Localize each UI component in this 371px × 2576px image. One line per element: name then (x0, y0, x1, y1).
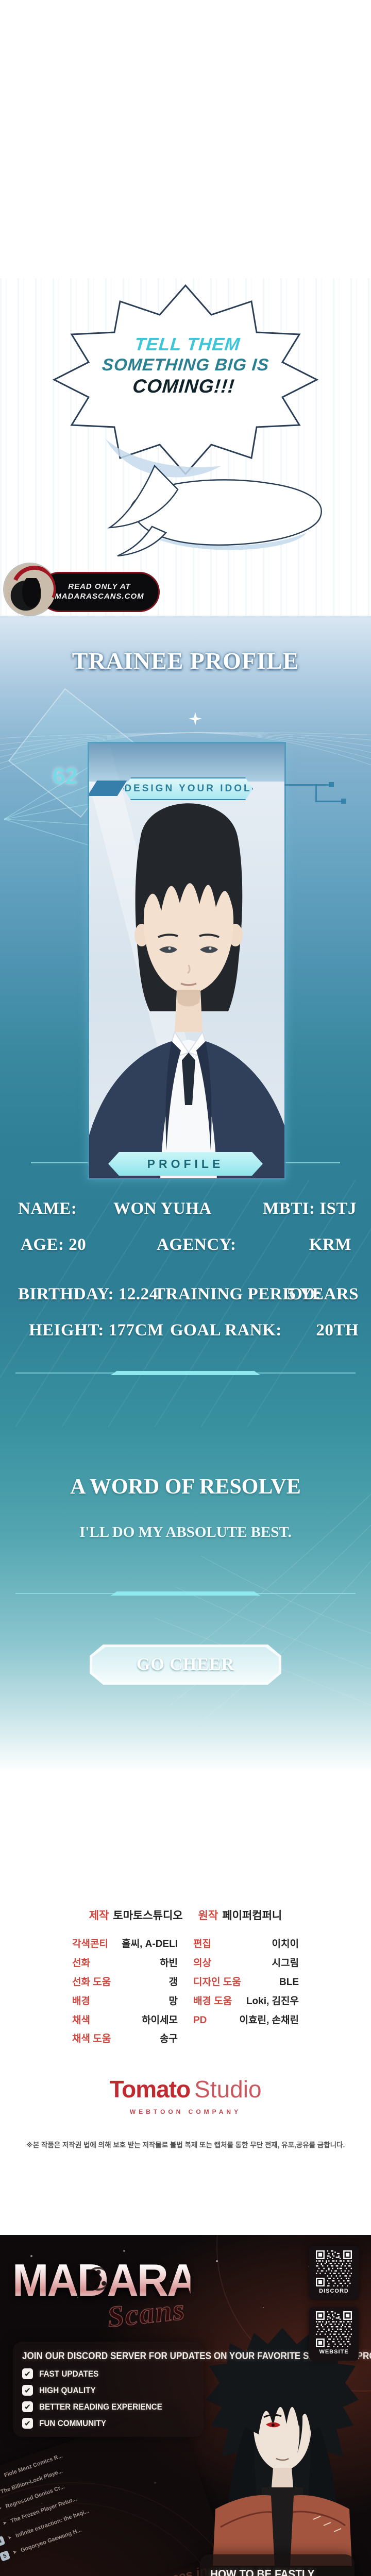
checkbox-icon: ✔ (22, 2418, 33, 2429)
character-portrait (89, 743, 284, 1178)
credit-row: 디자인 도움 BLE (193, 1976, 299, 1988)
original-label: 원작 (198, 1910, 218, 1922)
credit-row: 배경 망 (72, 1995, 178, 2007)
credit-row: 편집 이치이 (193, 1939, 299, 1950)
madara-character-art (206, 2328, 359, 2566)
go-cheer-label: GO CHEER (92, 1647, 279, 1682)
height-field: HEIGHT: 177CM (29, 1321, 164, 1340)
checklist-item: ✔ FUN COMMUNITY (22, 2418, 194, 2429)
qr-label: DISCORD (319, 2288, 349, 2294)
join-text: JOIN OUR DISCORD SERVER FOR UPDATES ON Y… (22, 2351, 371, 2362)
checklist-item: ✔ HIGH QUALITY (22, 2385, 194, 2396)
goal-label: GOAL RANK: (170, 1321, 282, 1340)
howto-panel: HOW TO BE FASTLY UPDATED ON YOUR SERIES?… (200, 2554, 355, 2576)
website-qr-code[interactable]: WEBSITE (309, 2307, 359, 2361)
profile-banner: PROFILE (108, 1152, 263, 1176)
howto-title: HOW TO BE FASTLY UPDATED ON YOUR SERIES? (210, 2567, 315, 2576)
studio-name-bold: Tomato (109, 2076, 191, 2103)
checkbox-icon: ✔ (22, 2401, 33, 2413)
go-cheer-button[interactable]: GO CHEER (90, 1645, 281, 1685)
credits-left-column: 각색콘티 홀씨, A-DELI 선화 하빈 선화 도움 갱 배경 망 채색 하이세모 채색… (72, 1939, 178, 2045)
qr-pattern-icon (316, 2311, 352, 2347)
credit-row: 각색콘티 홀씨, A-DELI (72, 1939, 178, 1950)
checkbox-icon: ✔ (22, 2385, 33, 2396)
page-title: TRAINEE PROFILE (72, 648, 299, 674)
tomato-studio-logo: Tomato Studio WEBTOON COMPANY (0, 2075, 371, 2115)
original-value: 페이퍼컴퍼니 (222, 1910, 282, 1922)
resolve-text: I'LL DO MY ABSOLUTE BEST. (79, 1524, 292, 1540)
credit-row: 채색 하이세모 (72, 2014, 178, 2026)
read-only-badge: READ ONLY AT MADARASCANS.COM (39, 572, 160, 612)
credit-row: 배경 도움 Loki, 김진우 (193, 1995, 299, 2007)
credits-right-column: 편집 이치이 의상 시그림 디자인 도움 BLE 배경 도움 Loki, 김진우 PD 이… (193, 1939, 299, 2045)
name-label: NAME: (18, 1199, 77, 1218)
credit-row: 선화 하빈 (72, 1957, 178, 1969)
badge-line-2: MADARASCANS.COM (55, 592, 144, 601)
discord-join-box: JOIN OUR DISCORD SERVER FOR UPDATES ON Y… (13, 2342, 371, 2437)
discord-qr-code[interactable]: DISCORD (309, 2246, 359, 2300)
resolve-title: A WORD OF RESOLVE (70, 1475, 301, 1499)
design-banner: DESIGN YOUR IDOL (123, 777, 253, 800)
credit-row: 선화 도움 갱 (72, 1976, 178, 1988)
credits-header: 제작 토마토스튜디오 원작 페이퍼컴퍼니 (72, 1907, 299, 1923)
credit-row: 의상 시그림 (193, 1957, 299, 1969)
goal-value: 20TH (316, 1321, 359, 1340)
speech-bubble-text: TELL THEM SOMETHING BIG IS COMING!!! (70, 334, 302, 398)
checklist-item: ✔ BETTER READING EXPERIENCE (22, 2401, 194, 2413)
agency-label: AGENCY: (157, 1235, 237, 1254)
copyright-notice: ※본 작품은 저작권 법에 의해 보호 받는 저작물로 불법 복제 또는 캡처를… (26, 2141, 345, 2149)
speech-line-3: COMING!!! (131, 376, 236, 397)
madara-avatar-icon (4, 564, 56, 615)
credit-row: 채색 도움 송구 (72, 2033, 178, 2045)
agency-value: KRM (309, 1235, 351, 1254)
section-divider (15, 1593, 356, 1594)
stars-decor (0, 2235, 1, 2236)
qr-pattern-icon (316, 2250, 352, 2286)
scanlation-footer: ➤Fiole Menz Comics R... 1➤The Billion-Lo… (0, 2235, 371, 2576)
production-label: 제작 (89, 1910, 109, 1922)
badge-line-1: READ ONLY AT (68, 582, 131, 591)
sharingan-icon (87, 2267, 110, 2291)
age-field: AGE: 20 (21, 1235, 87, 1254)
name-value: WON YUHA (113, 1199, 212, 1218)
birthday-field: BIRTHDAY: 12.24 (18, 1285, 158, 1303)
studio-subtitle: WEBTOON COMPANY (129, 2108, 242, 2115)
speech-bubble (52, 284, 322, 557)
production-value: 토마토스튜디오 (113, 1910, 183, 1922)
mbti-field: MBTI: ISTJ (263, 1199, 357, 1218)
card-top-overlay (89, 743, 284, 782)
speech-line-1: TELL THEM (133, 334, 241, 354)
production-credit: 제작 토마토스튜디오 (89, 1907, 183, 1923)
training-label: TRAINING PERIOD: (154, 1285, 322, 1303)
credit-row: PD 이효린, 손채린 (193, 2014, 299, 2026)
card-number: 62 (53, 764, 78, 789)
credits-block: 제작 토마토스튜디오 원작 페이퍼컴퍼니 각색콘티 홀씨, A-DELI 선화 하빈 선… (72, 1907, 299, 2045)
checkbox-icon: ✔ (22, 2368, 33, 2380)
original-credit: 원작 페이퍼컴퍼니 (198, 1907, 282, 1923)
circuit-lines-decor (284, 781, 346, 807)
studio-name-light: Studio (194, 2076, 262, 2103)
section-divider (15, 1372, 356, 1374)
speech-line-2: SOMETHING BIG IS (101, 355, 270, 375)
idol-card: DESIGN YOUR IDOL (88, 742, 286, 1180)
checklist-item: ✔ FAST UPDATES (22, 2368, 194, 2380)
qr-label: WEBSITE (319, 2349, 349, 2355)
training-value: 5 YEARS (287, 1285, 359, 1303)
